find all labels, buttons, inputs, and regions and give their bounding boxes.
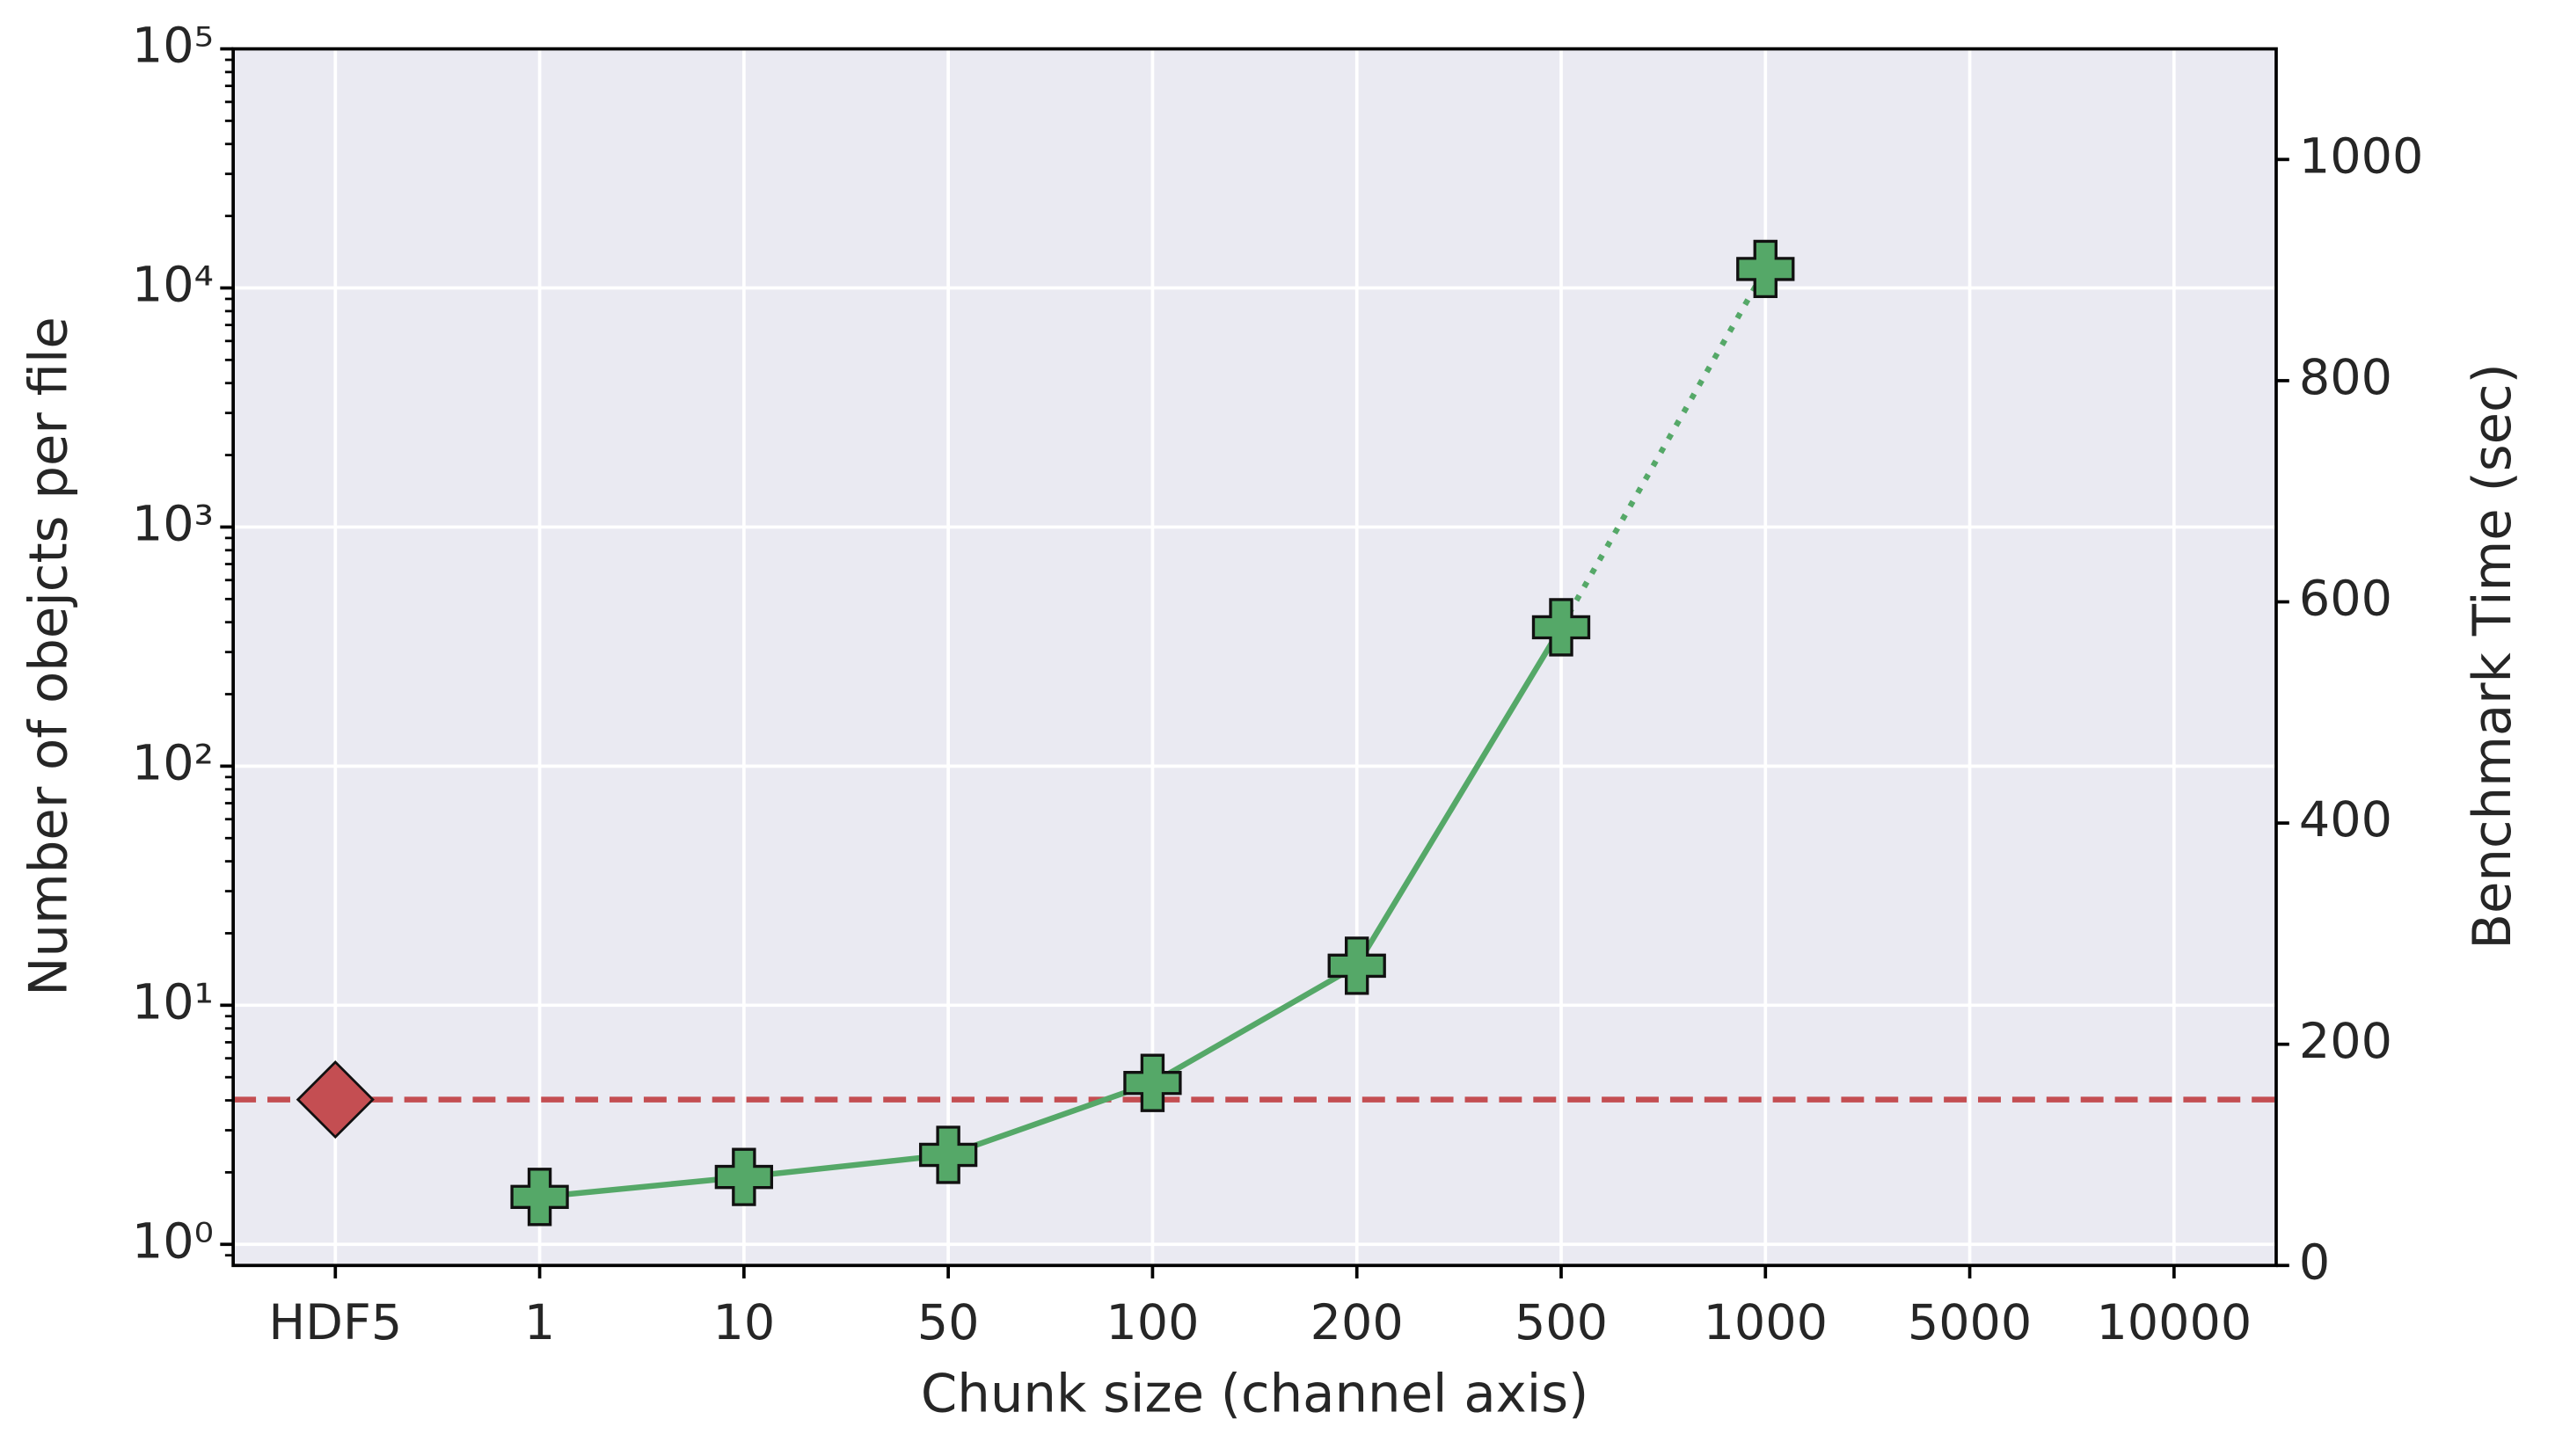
y2-axis-label: Benchmark Time (sec) — [2462, 363, 2522, 949]
y2-tick-label: 0 — [2299, 1234, 2330, 1291]
plot-background — [233, 48, 2276, 1266]
x-tick-label: 1000 — [1704, 1294, 1828, 1351]
y-axis-label: Number of obejcts per file — [18, 317, 79, 996]
y-tick-label: 10⁴ — [132, 257, 214, 314]
x-tick-label: HDF5 — [268, 1294, 402, 1351]
marker — [1123, 1053, 1182, 1112]
spines — [231, 47, 2278, 1268]
x-tick-label: 50 — [917, 1294, 980, 1351]
y-tick-label: 10² — [132, 735, 214, 792]
marker — [510, 1168, 569, 1227]
marks — [233, 239, 2276, 1227]
x-tick-label: 200 — [1310, 1294, 1404, 1351]
marker — [296, 1060, 375, 1139]
y2-tick-label: 400 — [2299, 791, 2392, 848]
y-tick-label: 10¹ — [132, 973, 214, 1030]
marker — [1736, 239, 1795, 299]
x-tick-label: 100 — [1106, 1294, 1199, 1351]
y-tick-label: 10³ — [132, 496, 214, 553]
y2-tick-label: 800 — [2299, 349, 2392, 406]
x-tick-label: 5000 — [1908, 1294, 2032, 1351]
marker — [714, 1147, 774, 1206]
line-dotted — [1559, 267, 1769, 630]
y-tick-label: 10⁵ — [132, 18, 214, 75]
x-tick-label: 10 — [713, 1294, 776, 1351]
marker — [918, 1125, 978, 1184]
x-tick-label: 500 — [1515, 1294, 1608, 1351]
y-tick-label: 10⁰ — [132, 1212, 214, 1270]
y2-tick-label: 600 — [2299, 571, 2392, 628]
line — [539, 625, 1564, 1200]
x-tick-label: 1 — [524, 1294, 555, 1351]
y2-tick-label: 1000 — [2299, 127, 2423, 185]
x-axis-label: Chunk size (channel axis) — [921, 1363, 1588, 1423]
x-tick-label: 10000 — [2096, 1294, 2252, 1351]
marker — [1327, 936, 1386, 995]
marker — [1531, 598, 1591, 657]
y2-tick-label: 200 — [2299, 1013, 2392, 1070]
